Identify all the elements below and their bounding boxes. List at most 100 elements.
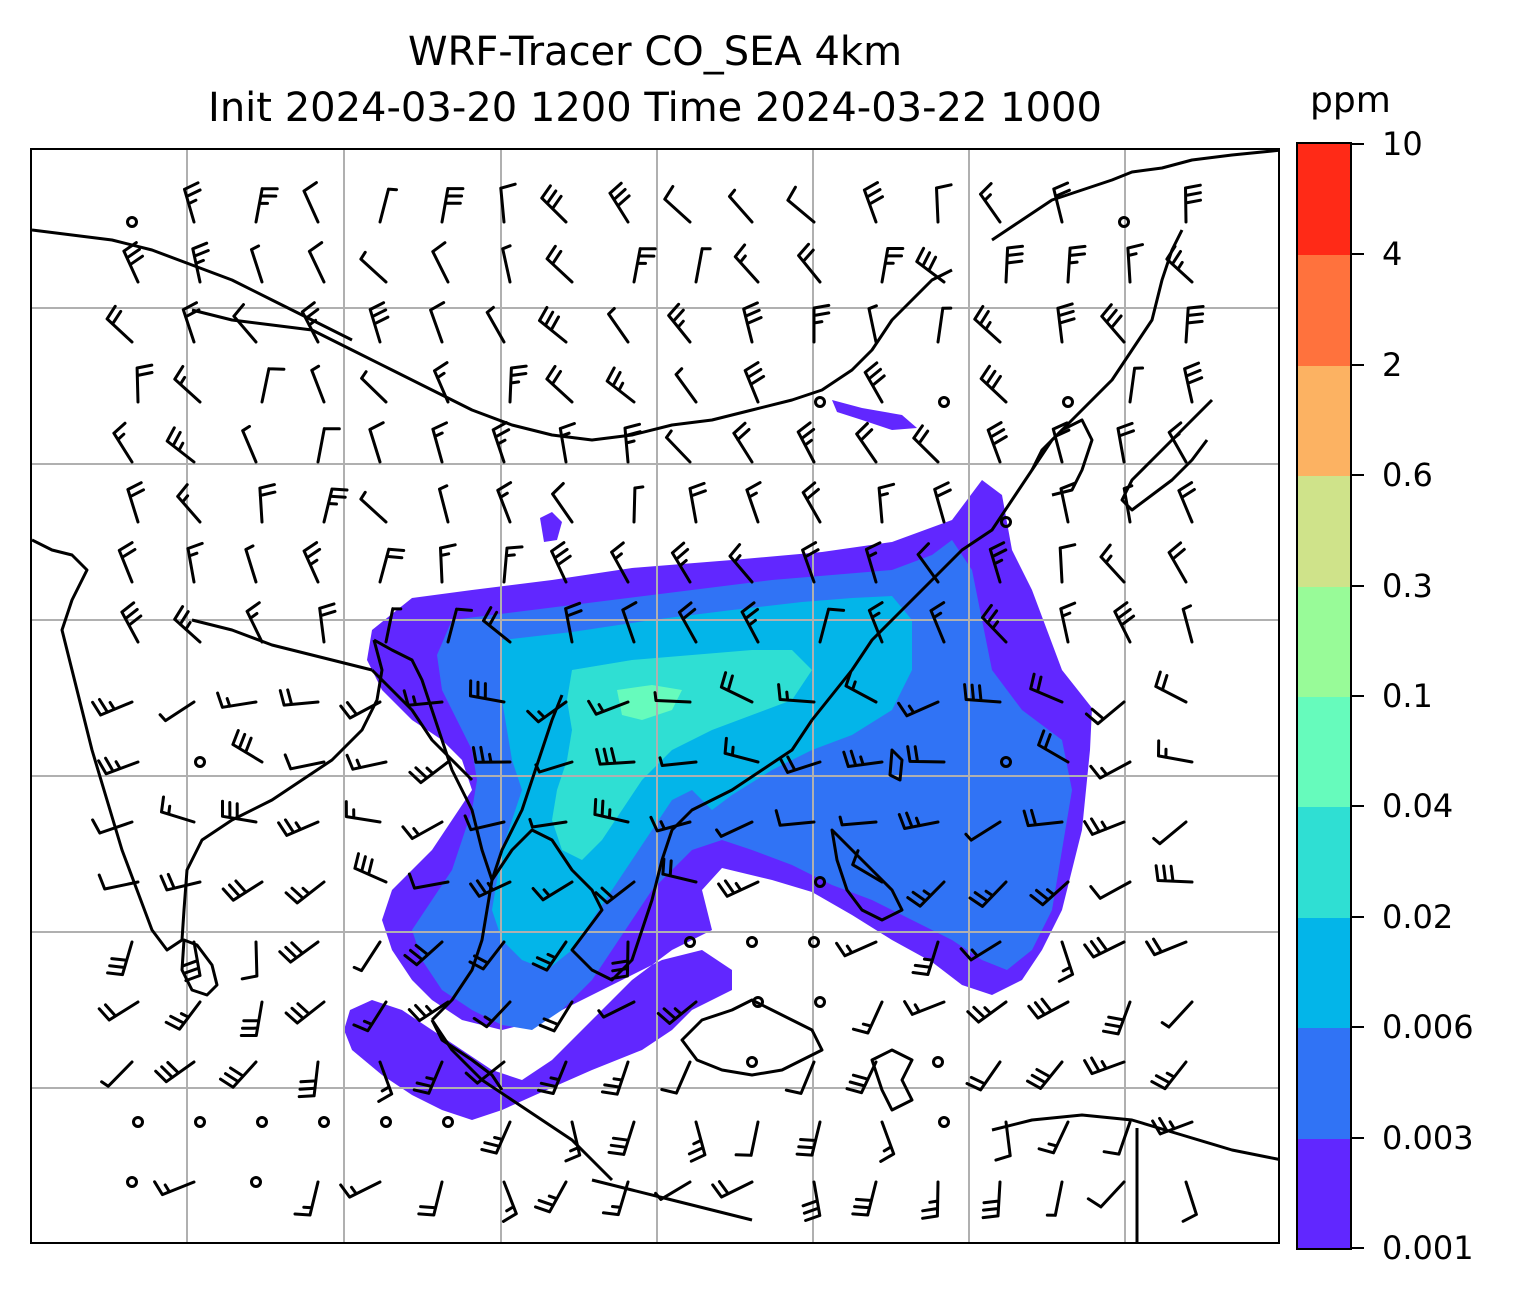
- wind-barb: [688, 481, 707, 524]
- wind-barb: [471, 745, 512, 764]
- wind-barb: [159, 872, 202, 892]
- wind-barb: [1116, 421, 1135, 464]
- wind-barb: [407, 872, 450, 890]
- wind-barb: [661, 857, 698, 884]
- wind-barb: [610, 541, 630, 584]
- calm-wind-marker: [814, 396, 826, 408]
- wind-barb: [359, 250, 388, 284]
- wind-barb: [105, 304, 134, 344]
- wind-barb: [1089, 760, 1132, 780]
- wind-barb: [318, 602, 337, 644]
- wind-barb: [723, 736, 760, 764]
- wind-barb: [1057, 940, 1075, 983]
- colorbar-segment: [1298, 1027, 1350, 1139]
- wind-barb: [176, 483, 202, 524]
- wind-barb: [594, 880, 636, 905]
- wind-barb: [734, 1120, 760, 1157]
- wind-barb: [797, 242, 822, 284]
- wind-barb: [469, 879, 512, 898]
- calm-wind-marker: [194, 756, 206, 768]
- calm-wind-marker: [938, 396, 950, 408]
- wind-barb: [401, 820, 444, 840]
- wind-barb: [601, 1180, 630, 1217]
- wind-barb: [959, 940, 1002, 962]
- colorbar-segment: [1298, 475, 1350, 587]
- wind-barb: [431, 421, 448, 464]
- wind-barb: [1167, 541, 1188, 584]
- wind-barb: [986, 421, 1008, 464]
- calm-wind-marker: [814, 876, 826, 888]
- wind-barb: [377, 1060, 394, 1103]
- colorbar-tick-label: 0.04: [1382, 787, 1454, 826]
- wind-barb: [835, 940, 878, 958]
- wind-barb: [653, 691, 692, 704]
- calm-wind-marker: [1118, 216, 1130, 228]
- calm-wind-marker: [442, 1116, 454, 1128]
- calm-wind-marker: [194, 1116, 206, 1128]
- wind-barb: [339, 1180, 382, 1199]
- wind-barb: [403, 940, 444, 967]
- wind-barb: [1177, 481, 1196, 524]
- wind-barb: [1084, 700, 1126, 726]
- wind-barb: [284, 1000, 326, 1025]
- wind-barb: [1029, 672, 1064, 704]
- wind-barb: [154, 1060, 196, 1084]
- wind-barb: [417, 1180, 444, 1217]
- map-panel: [30, 148, 1280, 1244]
- colorbar-tick-mark: [1352, 253, 1364, 256]
- wind-barb: [1181, 604, 1194, 644]
- wind-barb: [877, 482, 896, 524]
- wind-barb: [621, 601, 638, 644]
- wind-barb: [240, 940, 259, 981]
- wind-barb: [250, 244, 264, 284]
- wind-barb: [293, 1180, 320, 1217]
- wind-barb: [1027, 997, 1070, 1020]
- wind-barb: [1183, 361, 1204, 404]
- wind-barb: [165, 426, 196, 464]
- wind-barb: [867, 601, 884, 644]
- wind-barb: [216, 691, 258, 709]
- wind-barb: [164, 1000, 202, 1031]
- wind-barb: [307, 241, 326, 284]
- calm-wind-marker: [1062, 396, 1074, 408]
- wind-barb: [801, 541, 820, 584]
- wind-barb: [245, 601, 264, 644]
- wind-barb: [963, 683, 1002, 704]
- calm-wind-marker: [250, 1176, 262, 1188]
- wind-barb: [499, 182, 517, 224]
- wind-barb: [1037, 729, 1070, 764]
- coast-korea: [1030, 418, 1094, 497]
- wind-barb: [1151, 1116, 1194, 1136]
- calm-wind-marker: [256, 1116, 268, 1128]
- wind-barb: [1083, 817, 1126, 836]
- wind-barb: [1058, 543, 1077, 584]
- wind-barb: [665, 429, 692, 464]
- wind-barb: [915, 246, 946, 284]
- plume-northern-patch-2: [540, 512, 562, 542]
- colorbar-segment: [1298, 696, 1350, 808]
- wind-barb: [91, 698, 134, 717]
- wind-barb: [173, 365, 202, 404]
- wind-barb: [278, 940, 320, 964]
- wind-barb: [1122, 484, 1134, 524]
- colorbar-tick-mark: [1352, 1136, 1364, 1139]
- wind-barb: [632, 247, 657, 284]
- colorbar-tick-mark: [1352, 915, 1364, 918]
- colorbar-tick-label: 0.006: [1382, 1008, 1474, 1047]
- wind-barb: [1004, 244, 1024, 284]
- calm-wind-marker: [380, 1116, 392, 1128]
- wind-barb: [112, 421, 134, 464]
- coast-philippines: [830, 828, 904, 922]
- wind-barb: [1102, 1000, 1132, 1036]
- wind-barb: [851, 1000, 884, 1035]
- wind-barb: [91, 818, 134, 835]
- wind-barb: [812, 303, 831, 344]
- calm-wind-marker: [126, 216, 138, 228]
- wind-barb: [851, 849, 884, 884]
- colorbar-segment: [1298, 916, 1350, 1029]
- wind-barb: [667, 302, 692, 344]
- wind-barb: [545, 364, 574, 404]
- wind-barb: [258, 483, 277, 524]
- wind-barb: [774, 809, 816, 827]
- wind-barb: [480, 1120, 512, 1155]
